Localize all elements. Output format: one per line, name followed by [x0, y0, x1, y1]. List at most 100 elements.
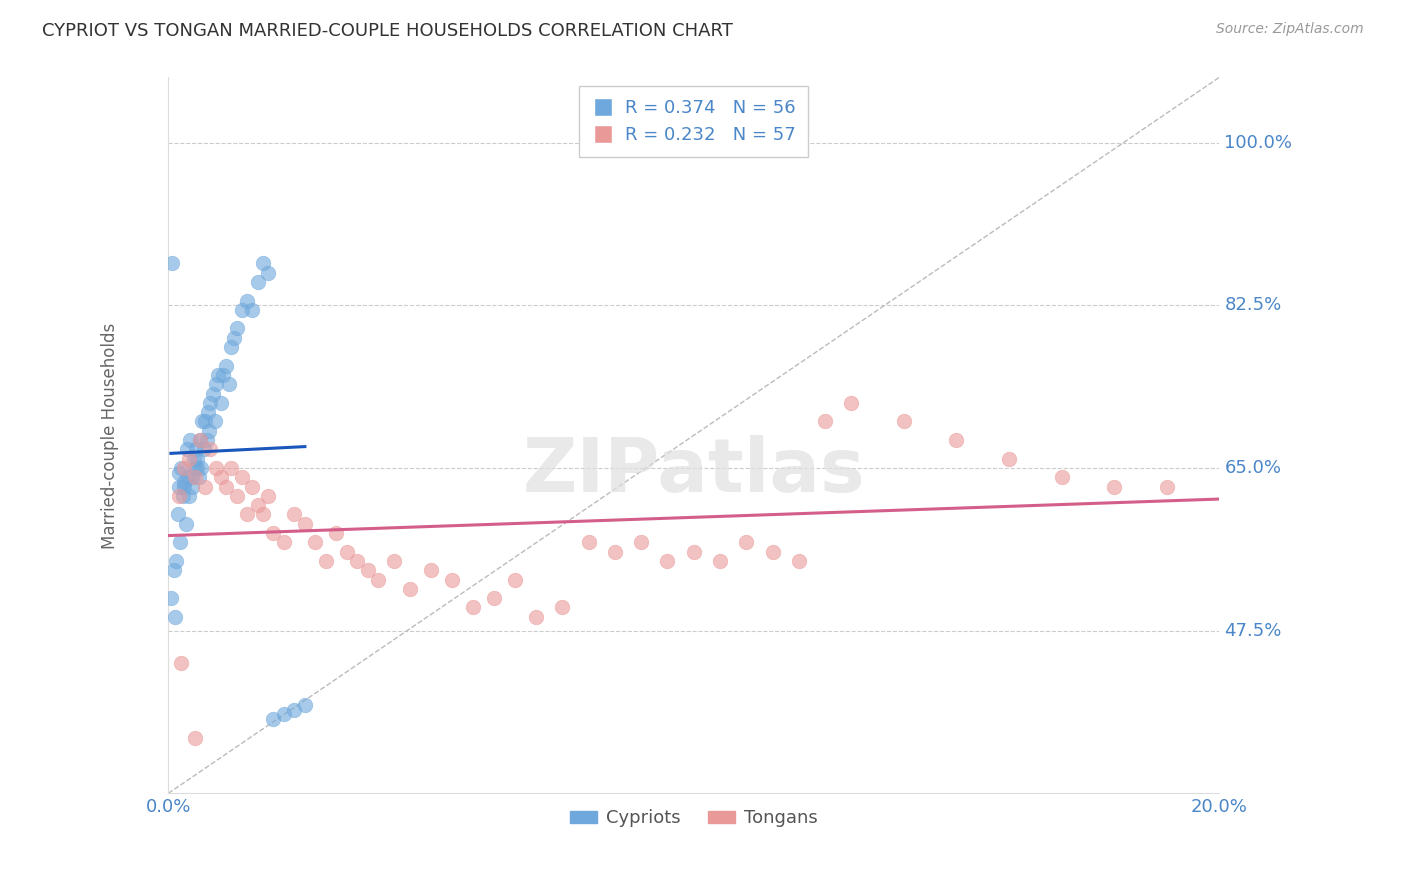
Point [346, 554, 368, 568]
Text: 65.0%: 65.0% [1225, 459, 1281, 477]
Point [1156, 479, 1178, 493]
Point [177, 470, 200, 484]
Point [273, 535, 295, 549]
Point [198, 424, 221, 438]
Point [200, 442, 222, 457]
Point [325, 526, 347, 541]
Point [166, 508, 188, 522]
Point [186, 461, 208, 475]
Point [603, 544, 626, 558]
Point [183, 451, 205, 466]
Point [209, 470, 232, 484]
Point [186, 451, 208, 466]
Text: CYPRIOT VS TONGAN MARRIED-COUPLE HOUSEHOLDS CORRELATION CHART: CYPRIOT VS TONGAN MARRIED-COUPLE HOUSEHO… [42, 22, 733, 40]
Point [167, 466, 190, 480]
Text: 100.0%: 100.0% [1225, 134, 1292, 152]
Point [893, 414, 915, 428]
Point [174, 516, 197, 531]
Point [246, 275, 269, 289]
Point [183, 470, 205, 484]
Point [231, 302, 253, 317]
Point [201, 386, 224, 401]
Point [190, 461, 212, 475]
Point [735, 535, 758, 549]
Point [578, 535, 600, 549]
Point [294, 698, 316, 712]
Point [209, 396, 232, 410]
Point [236, 508, 259, 522]
Point [440, 573, 463, 587]
Point [841, 396, 863, 410]
Point [262, 526, 284, 541]
Point [172, 489, 194, 503]
Point [524, 609, 547, 624]
Point [183, 731, 205, 745]
Point [630, 535, 652, 549]
Point [215, 479, 238, 493]
Point [283, 508, 305, 522]
Point [165, 554, 187, 568]
Point [173, 475, 195, 489]
Point [187, 470, 209, 484]
Point [167, 489, 190, 503]
Point [160, 591, 183, 606]
Point [173, 479, 195, 493]
Point [162, 563, 184, 577]
Point [240, 479, 263, 493]
Text: ZIPatlas: ZIPatlas [523, 434, 865, 508]
Point [204, 461, 226, 475]
Point [222, 331, 245, 345]
Point [194, 479, 217, 493]
Point [315, 554, 337, 568]
Text: Source: ZipAtlas.com: Source: ZipAtlas.com [1216, 22, 1364, 37]
Point [162, 256, 184, 270]
Point [181, 470, 204, 484]
Point [367, 573, 389, 587]
Point [204, 414, 226, 428]
Point [709, 554, 731, 568]
Point [257, 489, 280, 503]
Point [179, 451, 201, 466]
Point [215, 359, 238, 373]
Point [240, 302, 263, 317]
Point [231, 470, 253, 484]
Point [787, 554, 810, 568]
Point [170, 461, 193, 475]
Point [252, 508, 274, 522]
Point [179, 433, 201, 447]
Point [1050, 470, 1073, 484]
Point [257, 266, 280, 280]
Point [191, 414, 214, 428]
Point [236, 293, 259, 308]
Point [1102, 479, 1125, 493]
Point [945, 433, 967, 447]
Point [761, 544, 783, 558]
Point [503, 573, 526, 587]
Point [194, 414, 217, 428]
Point [551, 600, 574, 615]
Point [195, 433, 218, 447]
Point [193, 442, 215, 457]
Point [682, 544, 704, 558]
Point [212, 368, 235, 382]
Point [207, 368, 229, 382]
Point [170, 656, 193, 670]
Point [200, 396, 222, 410]
Point [221, 461, 243, 475]
Point [183, 461, 205, 475]
Point [188, 433, 211, 447]
Point [221, 340, 243, 354]
Text: Married-couple Households: Married-couple Households [101, 322, 120, 549]
Point [273, 707, 295, 722]
Point [294, 516, 316, 531]
Point [252, 256, 274, 270]
Point [246, 498, 269, 512]
Point [657, 554, 679, 568]
Point [197, 405, 219, 419]
Text: 82.5%: 82.5% [1225, 296, 1282, 314]
Point [176, 442, 198, 457]
Point [461, 600, 484, 615]
Point [218, 377, 240, 392]
Point [998, 451, 1021, 466]
Point [163, 609, 186, 624]
